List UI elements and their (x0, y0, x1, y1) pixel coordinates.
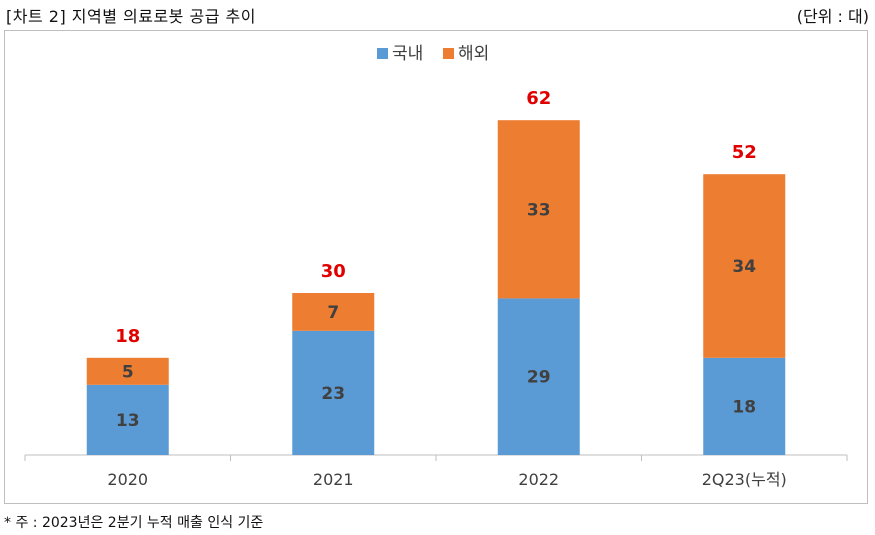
data-label: 13 (116, 411, 140, 431)
legend-label: 국내 (392, 44, 423, 64)
legend-label: 해외 (458, 44, 489, 64)
total-label: 18 (115, 326, 140, 347)
bar-segment-domestic (86, 384, 169, 455)
stacked-bar-chart: 13 5 18 2020 23 7 30 2021 29 33 62 2022 18 34 52 2Q23(누… (24, 44, 848, 489)
total-label: 30 (321, 261, 346, 282)
data-label: 34 (732, 257, 756, 277)
bar-segment-domestic (292, 330, 375, 455)
chart-frame: 13 5 18 2020 23 7 30 2021 29 33 62 2022 18 34 52 2Q23(누… (4, 30, 868, 504)
bar-segment-domestic (497, 298, 580, 455)
x-tick-label: 2Q23(누적) (702, 470, 787, 489)
x-tick-label: 2020 (107, 470, 148, 489)
footnote: * 주 : 2023년은 2분기 누적 매출 인식 기준 (4, 515, 264, 531)
bar-segment-domestic (703, 357, 786, 455)
bar-segment-overseas (703, 174, 786, 358)
x-tick-label: 2021 (313, 470, 354, 489)
bar-segment-overseas (86, 357, 169, 385)
data-label: 29 (527, 368, 551, 388)
page-title: [차트 2] 지역별 의료로봇 공급 추이 (6, 7, 256, 26)
total-label: 52 (732, 142, 757, 163)
legend-swatch (377, 48, 388, 59)
data-label: 23 (321, 384, 345, 404)
bar-segment-overseas (292, 293, 375, 331)
bar-segment-overseas (497, 120, 580, 299)
legend-swatch (443, 48, 454, 59)
total-label: 62 (526, 88, 551, 109)
data-label: 7 (327, 303, 339, 323)
data-label: 33 (527, 200, 551, 220)
x-tick-label: 2022 (518, 470, 559, 489)
unit-note: (단위 : 대) (796, 7, 869, 26)
data-label: 5 (122, 362, 134, 382)
data-label: 18 (732, 397, 756, 417)
